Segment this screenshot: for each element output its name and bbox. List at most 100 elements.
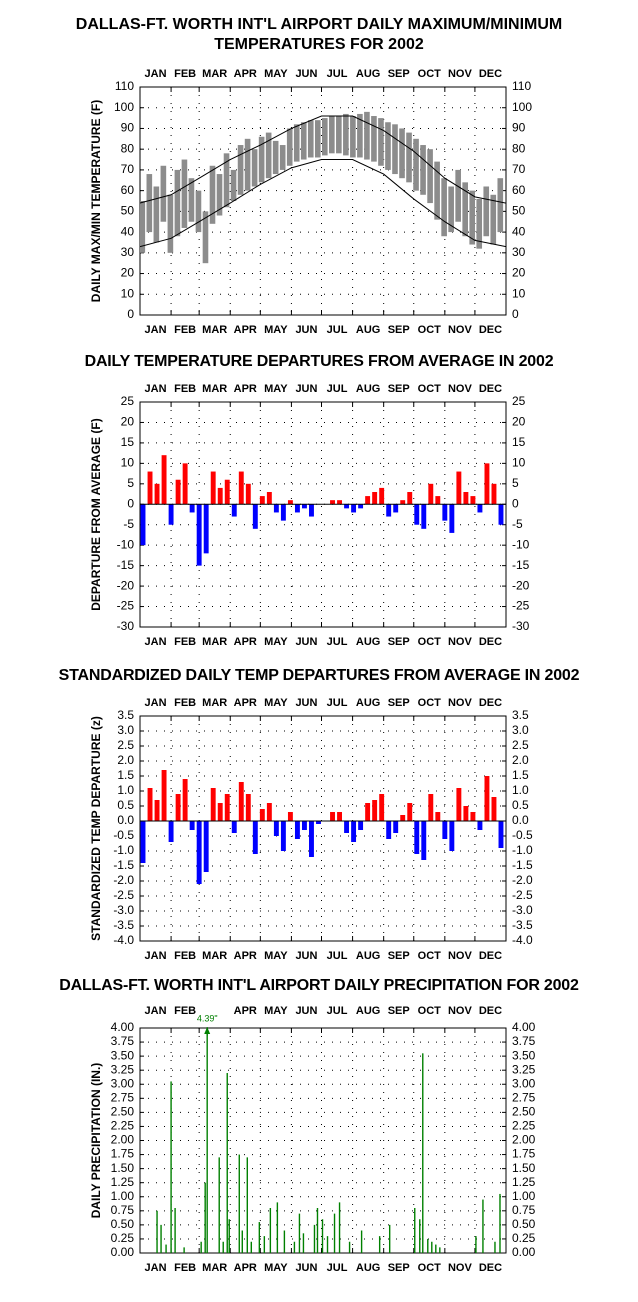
departure-bar — [273, 504, 279, 513]
precip-bar — [321, 1219, 324, 1253]
month-label-bottom: MAR — [202, 324, 227, 336]
departure-bar — [238, 471, 244, 505]
departure-bar — [351, 504, 357, 513]
precip-bar — [499, 1193, 501, 1253]
month-label-top: OCT — [418, 383, 442, 395]
departure-bar — [379, 487, 385, 505]
departure-bar — [301, 821, 307, 830]
temp-range-bar — [181, 159, 188, 228]
y-tick-label-right: 3.5 — [512, 708, 529, 722]
precip-bar — [293, 1241, 296, 1253]
departure-bar — [252, 821, 258, 854]
month-label-bottom: FEB — [174, 636, 196, 648]
temp-range-bar — [490, 194, 497, 245]
y-axis-title: DEPARTURE FROM AVERAGE (F) — [89, 418, 103, 610]
month-label-top: JUN — [295, 697, 317, 709]
temp-range-bar — [160, 165, 167, 222]
temp-range-bar — [216, 174, 223, 216]
month-label-top: JUL — [327, 68, 348, 80]
y-tick-label-right: -20 — [512, 578, 530, 592]
departure-bar — [231, 504, 237, 517]
month-label-bottom: DEC — [479, 1262, 502, 1274]
departure-bar — [449, 821, 455, 851]
departure-bar — [400, 500, 406, 505]
y-tick-label: 0.75 — [111, 1203, 135, 1217]
y-tick-label-right: 110 — [512, 79, 531, 93]
precip-bar — [206, 1028, 208, 1253]
y-tick-label-right: 90 — [512, 121, 526, 135]
chart-title: STANDARDIZED DAILY TEMP DEPARTURES FROM … — [58, 667, 580, 684]
month-label-bottom: JUL — [327, 324, 348, 336]
departure-bar — [351, 821, 357, 842]
y-tick-label-right: -1.5 — [512, 858, 533, 872]
y-tick-label: -2.0 — [113, 873, 134, 887]
month-label-top: MAR — [202, 697, 227, 709]
temp-range-bar — [279, 145, 286, 170]
y-tick-label: 0.25 — [111, 1231, 135, 1245]
temp-range-bar — [455, 169, 461, 222]
precip-bar — [326, 1236, 329, 1253]
precip-bar — [475, 1236, 477, 1253]
departure-bar — [245, 794, 251, 821]
month-label-bottom: MAR — [202, 1262, 227, 1274]
precip-bar — [333, 1213, 336, 1253]
y-tick-label-right: 0.25 — [512, 1231, 536, 1245]
departure-bar — [301, 504, 307, 509]
month-label-bottom: OCT — [418, 636, 442, 648]
departure-bar — [407, 492, 413, 505]
y-tick-label-right: 2.50 — [512, 1105, 536, 1119]
departure-bar — [393, 504, 399, 513]
precip-bar — [204, 1182, 206, 1253]
month-label-bottom: MAY — [264, 1262, 288, 1274]
temp-range-bar — [343, 113, 349, 156]
departure-bar — [168, 504, 174, 525]
precip-bar — [388, 1224, 391, 1253]
y-axis-title: DAILY MAX/MIN TEMPERATURE (F) — [89, 100, 103, 302]
temp-range-bar — [195, 190, 202, 233]
month-label-bottom: SEP — [388, 636, 410, 648]
y-tick-label-right: 1.00 — [512, 1189, 536, 1203]
month-label-bottom: AUG — [356, 324, 380, 336]
plot-area — [140, 770, 504, 884]
y-tick-label: -2.5 — [113, 888, 134, 902]
y-tick-label: -1.0 — [113, 843, 134, 857]
departure-bar — [259, 809, 265, 821]
month-label-top: JAN — [145, 383, 167, 395]
month-label-top: SEP — [388, 383, 410, 395]
precip-bar — [174, 1208, 176, 1253]
month-label-bottom: MAY — [264, 636, 288, 648]
y-tick-label-right: 30 — [512, 245, 526, 259]
y-tick-label-right: 50 — [512, 204, 526, 218]
y-tick-label: 0.50 — [111, 1217, 135, 1231]
month-label-bottom: JUL — [327, 1262, 348, 1274]
departure-bar — [210, 471, 216, 505]
departure-bar — [407, 803, 413, 821]
departure-bar — [414, 504, 420, 525]
departure-bar — [484, 776, 490, 821]
departure-bar — [203, 821, 209, 872]
departure-bar — [147, 471, 153, 505]
plot-area — [156, 1028, 501, 1253]
y-tick-label: 10 — [121, 286, 135, 300]
precip-bar — [269, 1208, 272, 1253]
month-label-top: JUL — [327, 697, 348, 709]
y-tick-label: 0.0 — [117, 813, 134, 827]
month-label-top: OCT — [418, 697, 442, 709]
month-label-bottom: JUN — [295, 950, 317, 962]
departure-bar — [287, 812, 293, 821]
y-tick-label-right: 80 — [512, 141, 526, 155]
departure-bar — [266, 492, 272, 505]
y-tick-label: 2.5 — [117, 738, 134, 752]
temp-range-bar — [336, 116, 342, 154]
departure-bar — [365, 496, 371, 505]
month-label-top: APR — [234, 1005, 257, 1017]
departure-bar — [435, 496, 441, 505]
precip-bar — [183, 1247, 185, 1253]
month-label-bottom: AUG — [356, 636, 380, 648]
y-tick-label: -3.5 — [113, 918, 134, 932]
month-label-top: MAY — [264, 1005, 288, 1017]
departure-bar — [400, 815, 406, 821]
month-label-top: FEB — [174, 697, 196, 709]
temp-range-bar — [188, 178, 195, 222]
